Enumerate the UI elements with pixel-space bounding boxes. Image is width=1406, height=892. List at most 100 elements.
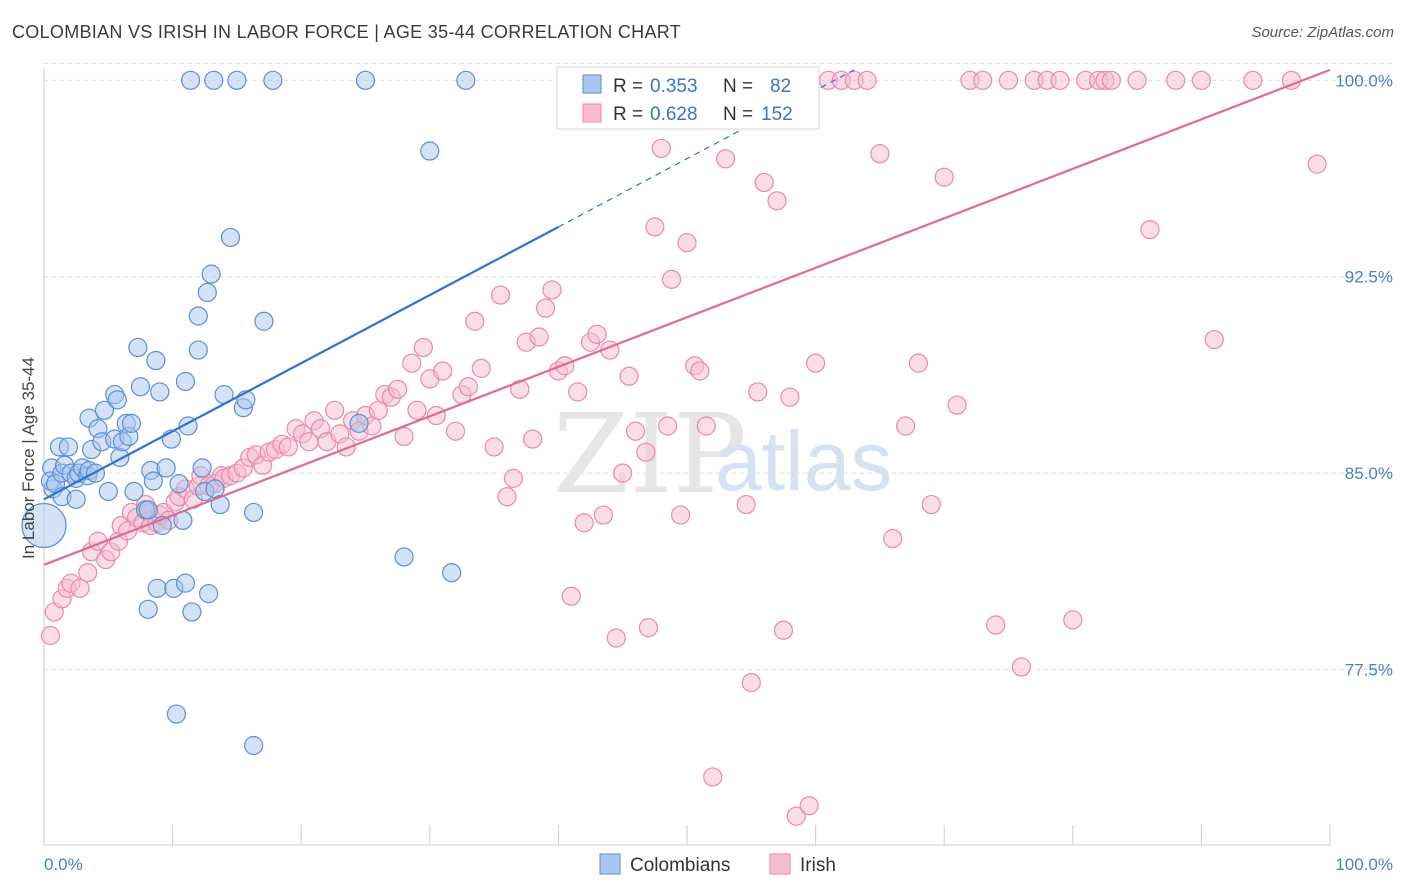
irish-point <box>1307 154 1327 174</box>
irish-point <box>857 70 877 90</box>
irish-point <box>658 416 678 436</box>
y-tick-label-3: 100.0% <box>1335 71 1393 90</box>
irish-point <box>896 416 916 436</box>
irish-point <box>1140 219 1160 240</box>
irish-point <box>593 505 614 525</box>
irish-point <box>973 70 993 90</box>
irish-point <box>490 285 511 305</box>
colombian-point <box>220 227 241 248</box>
irish-point <box>574 513 594 533</box>
bottom-legend-swatch-irish <box>769 853 791 875</box>
colombian-point <box>21 502 67 549</box>
colombian-point <box>181 70 201 90</box>
legend-n-value-colombians: 82 <box>770 76 791 97</box>
irish-point <box>748 382 768 402</box>
colombian-point <box>355 70 376 90</box>
irish-point <box>1101 70 1121 90</box>
y-tick-labels: 77.5% 85.0% 92.5% 100.0% <box>1335 71 1393 679</box>
irish-point <box>986 615 1006 635</box>
irish-point <box>883 529 903 549</box>
colombian-point <box>124 481 144 502</box>
chart-title: COLOMBIAN VS IRISH IN LABOR FORCE | AGE … <box>12 22 682 42</box>
irish-point <box>1243 70 1263 90</box>
irish-point <box>458 377 478 397</box>
irish-point <box>402 353 422 373</box>
colombian-point <box>138 599 158 619</box>
colombian-point <box>169 474 189 494</box>
x-tick-label-1: 100.0% <box>1335 855 1393 874</box>
irish-point <box>736 494 756 515</box>
legend-r-value-irish: 0.628 <box>650 104 698 125</box>
colombian-point <box>175 573 196 593</box>
colombian-point <box>143 471 163 491</box>
stats-legend: R = 0.353 N = 82 R = 0.628 N = 152 <box>556 66 820 130</box>
bottom-legend-irish: Irish <box>800 855 836 876</box>
colombian-point <box>394 547 414 567</box>
bottom-legend-colombians: Colombians <box>630 855 730 876</box>
colombian-point <box>199 584 219 604</box>
colombian-point <box>130 377 151 397</box>
irish-point <box>394 426 414 447</box>
irish-point <box>934 167 954 187</box>
irish-point <box>484 437 504 457</box>
colombian-point <box>197 282 217 303</box>
irish-point <box>703 767 723 787</box>
irish-point <box>1011 657 1031 677</box>
irish-point <box>767 191 787 211</box>
irish-point <box>510 379 530 399</box>
irish-point <box>568 382 588 402</box>
irish-point <box>677 233 697 253</box>
colombian-point <box>128 337 148 358</box>
colombian-point <box>138 500 158 520</box>
colombian-point <box>188 306 208 326</box>
colombian-point <box>182 602 202 622</box>
colombian-point <box>147 578 167 598</box>
irish-point <box>388 379 408 399</box>
irish-point <box>587 324 607 344</box>
irish-point <box>625 421 646 441</box>
irish-point <box>715 149 736 169</box>
bottom-legend-swatch-colombians <box>599 853 621 875</box>
irish-point <box>908 353 929 373</box>
irish-point <box>278 437 298 457</box>
irish-point <box>336 437 356 457</box>
irish-point <box>645 217 665 237</box>
colombian-point <box>442 563 462 583</box>
colombian-point <box>349 413 369 433</box>
irish-point <box>465 311 485 331</box>
colombian-point <box>227 70 247 90</box>
colombian-point <box>456 70 476 90</box>
irish-point <box>542 280 562 300</box>
y-tick-label-2: 92.5% <box>1345 268 1393 287</box>
irish-point <box>1050 70 1070 90</box>
irish-point <box>690 361 710 381</box>
irish-point <box>619 366 639 386</box>
colombian-point <box>121 413 142 433</box>
colombian-point <box>204 70 224 90</box>
y-tick-label-0: 77.5% <box>1345 661 1393 680</box>
irish-point <box>471 358 491 378</box>
irish-point <box>805 353 826 373</box>
irish-point <box>780 387 800 407</box>
legend-n-value-irish: 152 <box>761 104 793 125</box>
colombian-point <box>66 489 86 509</box>
irish-point <box>947 395 967 415</box>
irish-point <box>561 586 581 606</box>
irish-point <box>773 620 794 640</box>
x-tick-labels: 0.0% 100.0% <box>44 855 1393 874</box>
irish-point <box>661 269 682 289</box>
legend-swatch-irish <box>582 103 602 123</box>
irish-point <box>1063 610 1083 630</box>
colombian-trend-line <box>43 226 559 501</box>
irish-point <box>40 625 61 646</box>
irish-point <box>921 494 941 515</box>
irish-point <box>503 468 523 488</box>
colombian-point <box>244 502 264 523</box>
irish-point <box>1191 70 1212 90</box>
colombian-points <box>21 70 476 756</box>
irish-point <box>523 429 543 449</box>
watermark-atlas: atlas <box>715 414 892 508</box>
irish-point <box>407 400 427 420</box>
irish-point <box>325 400 345 420</box>
